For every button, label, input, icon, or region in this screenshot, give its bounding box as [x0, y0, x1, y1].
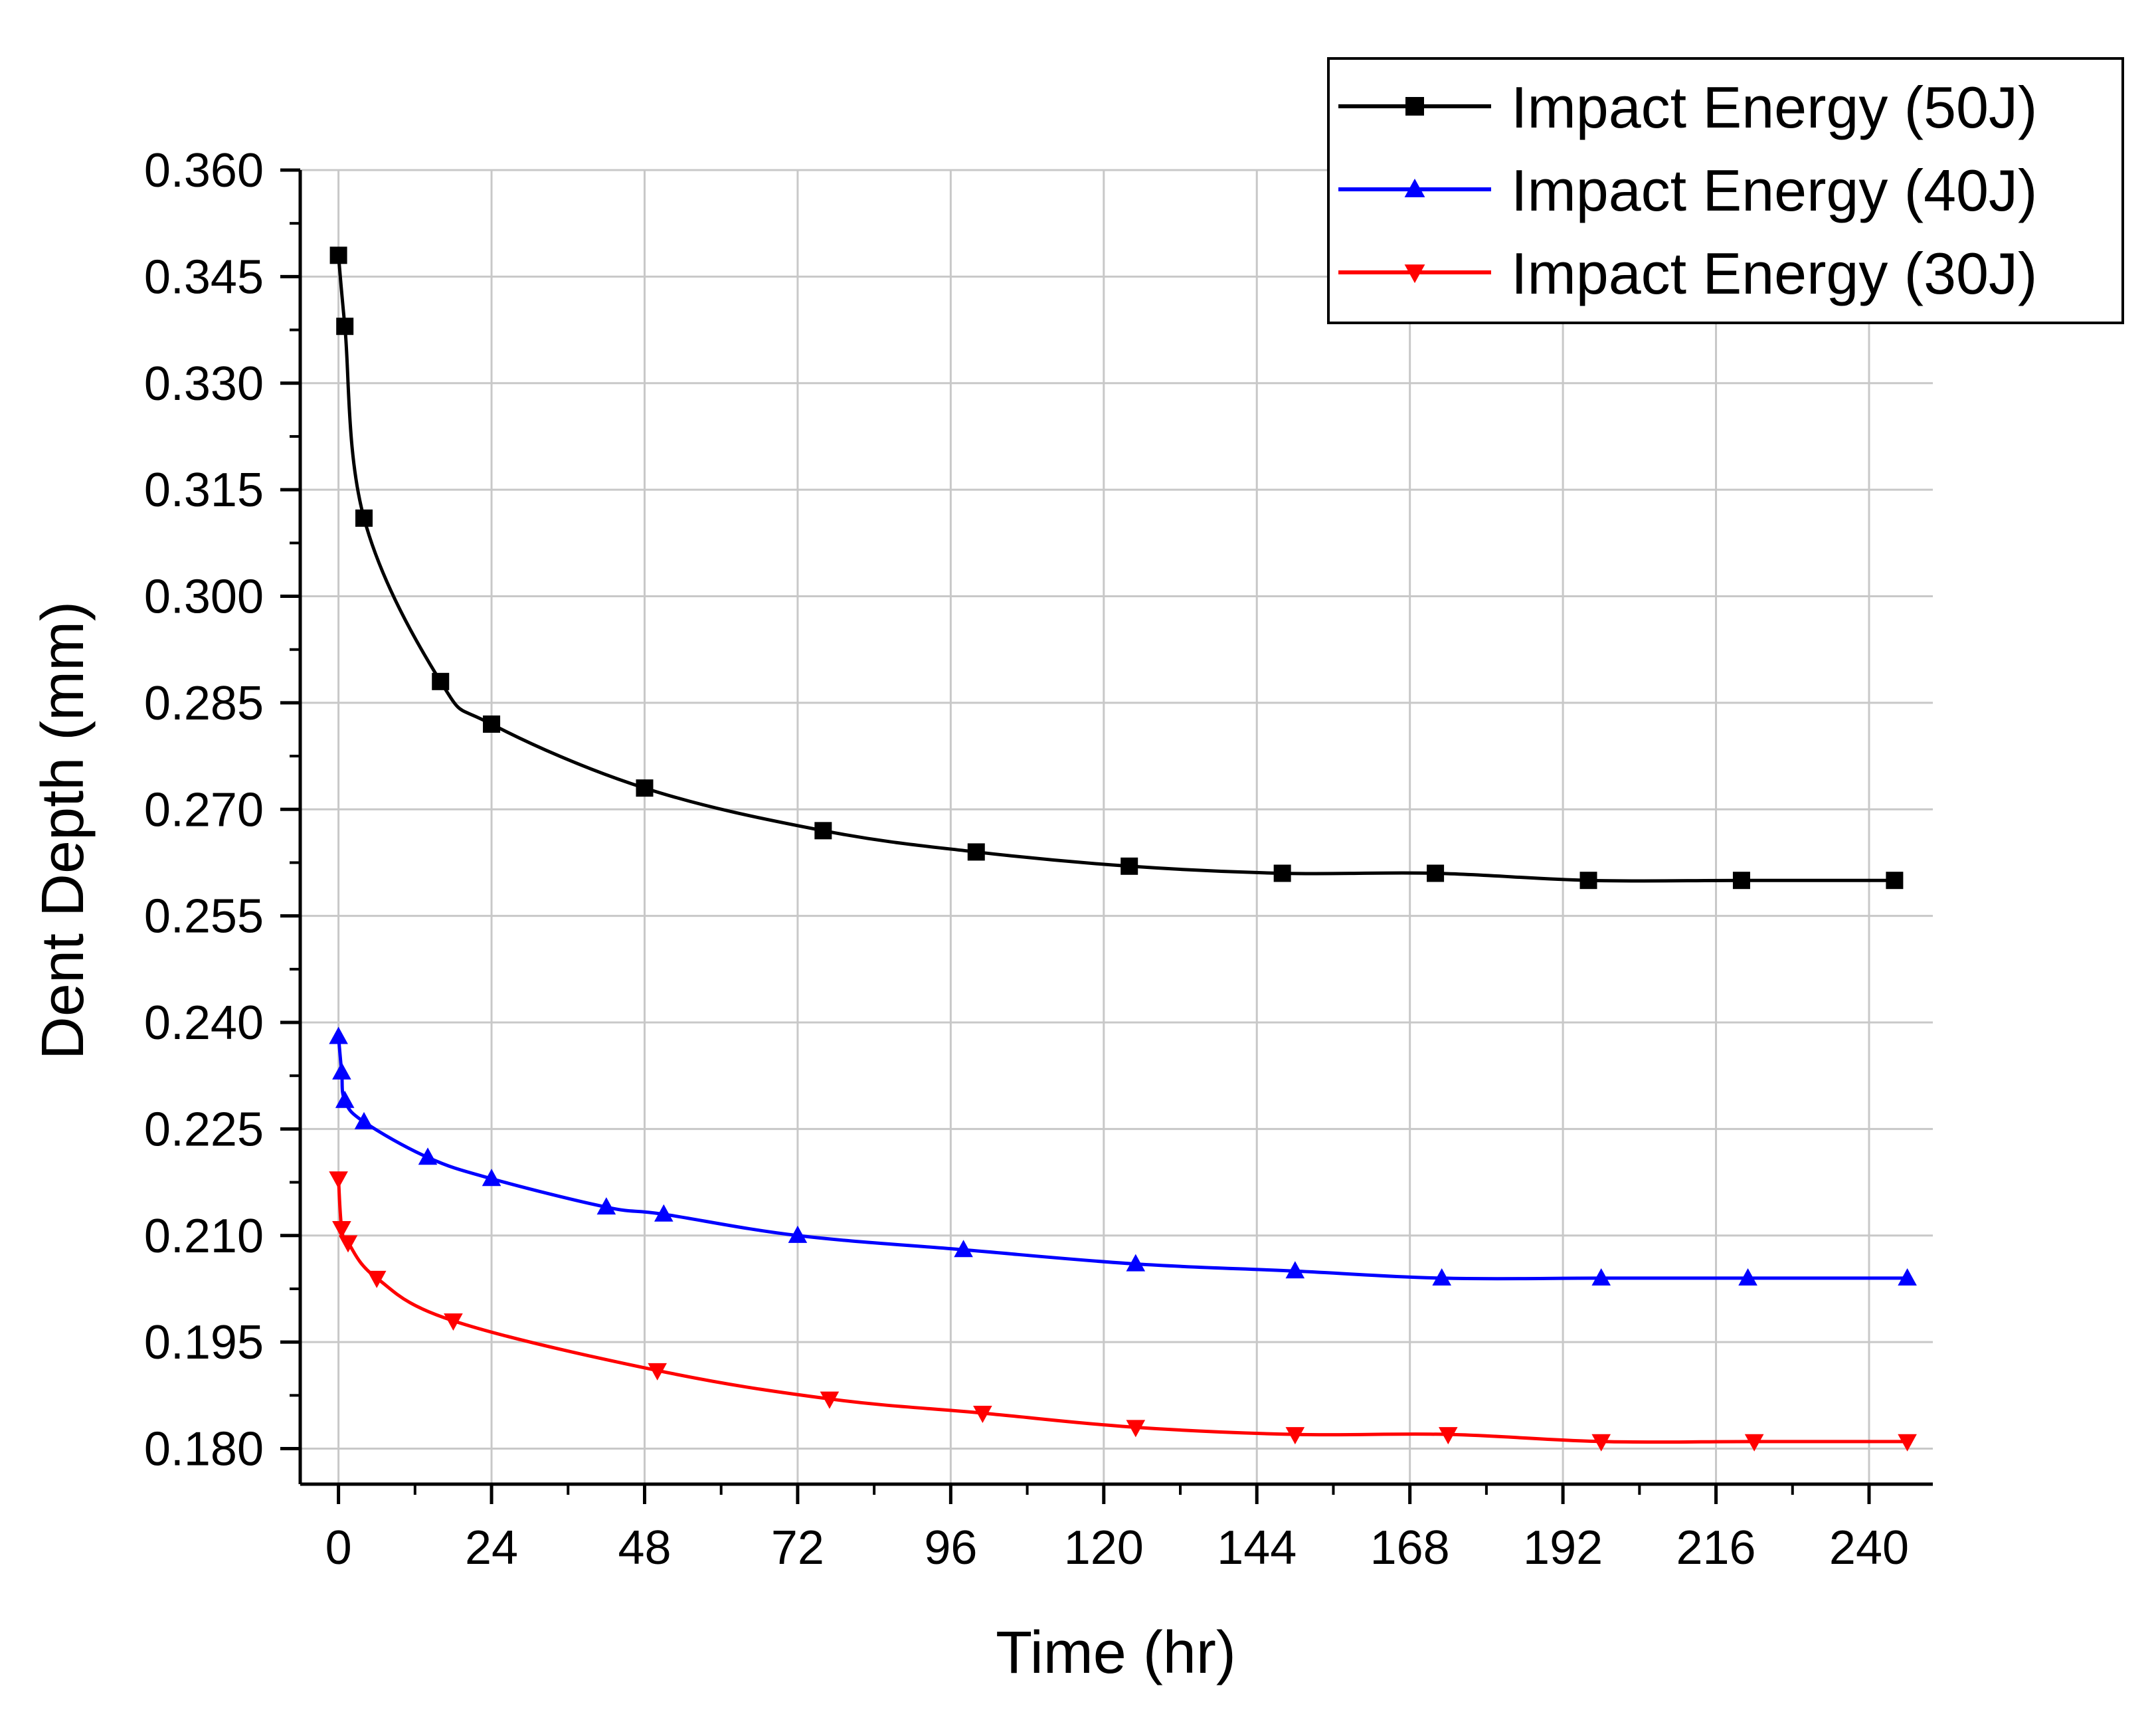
data-point	[432, 672, 450, 690]
data-point	[332, 1221, 351, 1239]
data-point	[1126, 1420, 1146, 1438]
legend-marker-1	[1404, 178, 1425, 197]
data-point	[596, 1197, 616, 1215]
legend-label-1: Impact Energy (40J)	[1511, 157, 2037, 223]
y-tick-label: 0.345	[144, 250, 264, 304]
y-tick-label: 0.240	[144, 997, 264, 1050]
data-point	[355, 509, 373, 527]
data-point	[332, 1062, 351, 1080]
legend-marker-0	[1405, 97, 1424, 116]
data-point	[482, 1169, 501, 1187]
data-point	[329, 1171, 348, 1189]
y-tick-label: 0.195	[144, 1316, 264, 1369]
series-line	[337, 255, 1895, 883]
data-point	[636, 779, 654, 797]
axes: 0 24 48 72 96 120 144 168 192 216 240 0.180 0.195 0.2…	[144, 144, 1933, 1575]
x-tick-label: 240	[1829, 1521, 1909, 1575]
data-point	[814, 822, 832, 840]
x-tick-label: 48	[618, 1521, 671, 1575]
data-point	[1432, 1268, 1451, 1286]
x-tick-label: 216	[1676, 1521, 1755, 1575]
data-point	[329, 1026, 348, 1044]
series-0	[329, 246, 1904, 890]
legend-label-2: Impact Energy (30J)	[1511, 240, 2037, 306]
data-point	[1126, 1254, 1146, 1272]
data-point	[1591, 1268, 1611, 1286]
data-point	[1285, 1261, 1305, 1279]
data-point	[329, 246, 347, 264]
data-point	[820, 1391, 840, 1409]
x-tick-label: 96	[924, 1521, 977, 1575]
data-point	[335, 1090, 355, 1108]
data-point	[1591, 1434, 1611, 1452]
series-1	[329, 1026, 1917, 1286]
legend: Impact Energy (50J) Impact Energy (40J) Im…	[1327, 57, 2124, 324]
x-tick-label: 0	[325, 1521, 352, 1575]
y-tick-label: 0.285	[144, 677, 264, 730]
data-point	[1898, 1434, 1917, 1452]
data-point	[418, 1147, 438, 1165]
y-tick-label: 0.360	[144, 144, 264, 197]
legend-marker-2	[1404, 264, 1425, 284]
y-tick-label: 0.225	[144, 1103, 264, 1156]
y-tick-label: 0.255	[144, 890, 264, 943]
x-tick-label: 120	[1064, 1521, 1144, 1575]
series-line	[337, 1036, 1908, 1281]
data-point	[367, 1270, 387, 1288]
data-point	[336, 318, 354, 335]
data-point	[1898, 1268, 1917, 1286]
data-point	[973, 1406, 992, 1424]
data-point	[483, 715, 501, 733]
data-point	[648, 1363, 667, 1381]
series-group	[329, 246, 1917, 1452]
data-point	[1273, 864, 1291, 882]
x-axis-title: Time (hr)	[996, 1620, 1236, 1686]
data-point	[1285, 1427, 1305, 1445]
data-point	[1438, 1427, 1458, 1445]
data-point	[354, 1111, 374, 1129]
x-tick-label: 144	[1217, 1521, 1297, 1575]
legend-label-0: Impact Energy (50J)	[1511, 74, 2037, 140]
x-tick-label: 24	[465, 1521, 518, 1575]
data-point	[1427, 864, 1445, 882]
data-point	[338, 1235, 358, 1253]
y-axis-title: Dent Depth (mm)	[30, 601, 96, 1060]
data-point	[788, 1225, 808, 1243]
data-point	[1886, 872, 1904, 890]
y-tick-label: 0.300	[144, 571, 264, 624]
x-tick-label: 168	[1370, 1521, 1450, 1575]
data-point	[1579, 872, 1597, 890]
y-tick-label: 0.330	[144, 357, 264, 411]
data-point	[954, 1240, 973, 1258]
y-tick-label: 0.210	[144, 1210, 264, 1263]
data-point	[444, 1313, 463, 1331]
x-tick-label: 72	[771, 1521, 824, 1575]
y-tick-label: 0.180	[144, 1423, 264, 1476]
x-tick-label: 192	[1523, 1521, 1603, 1575]
data-point	[1744, 1434, 1764, 1452]
y-tick-label: 0.270	[144, 783, 264, 836]
data-point	[1732, 872, 1750, 890]
data-point	[1738, 1268, 1757, 1286]
series-2	[329, 1171, 1917, 1452]
data-point	[967, 843, 985, 861]
grid	[300, 169, 1933, 1484]
y-tick-label: 0.315	[144, 464, 264, 517]
data-point	[1121, 857, 1138, 875]
data-point	[654, 1204, 674, 1222]
